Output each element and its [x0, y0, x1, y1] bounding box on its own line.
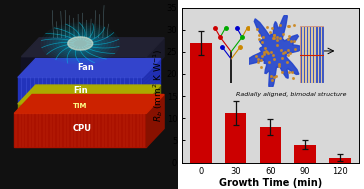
Polygon shape	[18, 59, 161, 77]
Bar	[307, 26, 308, 83]
Polygon shape	[70, 38, 90, 49]
Text: CPU: CPU	[72, 124, 91, 133]
Bar	[322, 26, 324, 83]
Polygon shape	[59, 32, 102, 55]
Polygon shape	[56, 30, 105, 57]
Text: Fan: Fan	[77, 63, 94, 72]
Polygon shape	[14, 94, 164, 113]
Bar	[319, 26, 321, 83]
Polygon shape	[50, 27, 111, 60]
Bar	[316, 26, 317, 83]
Polygon shape	[73, 40, 87, 47]
Polygon shape	[18, 77, 143, 104]
X-axis label: Growth Time (min): Growth Time (min)	[219, 178, 322, 188]
Bar	[313, 26, 314, 83]
Polygon shape	[245, 13, 302, 92]
Bar	[301, 26, 302, 83]
Bar	[310, 26, 312, 83]
Polygon shape	[14, 113, 146, 147]
Text: Radially aligned, bimodal structure: Radially aligned, bimodal structure	[236, 92, 347, 97]
Polygon shape	[143, 85, 161, 113]
Text: Fin: Fin	[73, 86, 88, 95]
Bar	[260, 127, 281, 163]
Polygon shape	[64, 35, 96, 52]
Text: TIM: TIM	[73, 103, 87, 109]
Polygon shape	[143, 59, 161, 104]
Polygon shape	[67, 37, 93, 50]
Bar	[190, 43, 211, 163]
Polygon shape	[18, 85, 161, 104]
Polygon shape	[18, 104, 143, 113]
Bar	[329, 158, 351, 163]
Polygon shape	[53, 29, 108, 58]
Bar	[225, 113, 246, 163]
Bar	[304, 26, 305, 83]
Y-axis label: $R_b$ (mm$^2$ K W$^{-1}$): $R_b$ (mm$^2$ K W$^{-1}$)	[151, 48, 165, 122]
Bar	[294, 145, 316, 163]
Polygon shape	[21, 38, 164, 57]
Polygon shape	[21, 57, 146, 76]
Polygon shape	[62, 33, 99, 53]
Polygon shape	[146, 38, 164, 76]
Polygon shape	[68, 37, 93, 50]
Polygon shape	[146, 94, 164, 147]
